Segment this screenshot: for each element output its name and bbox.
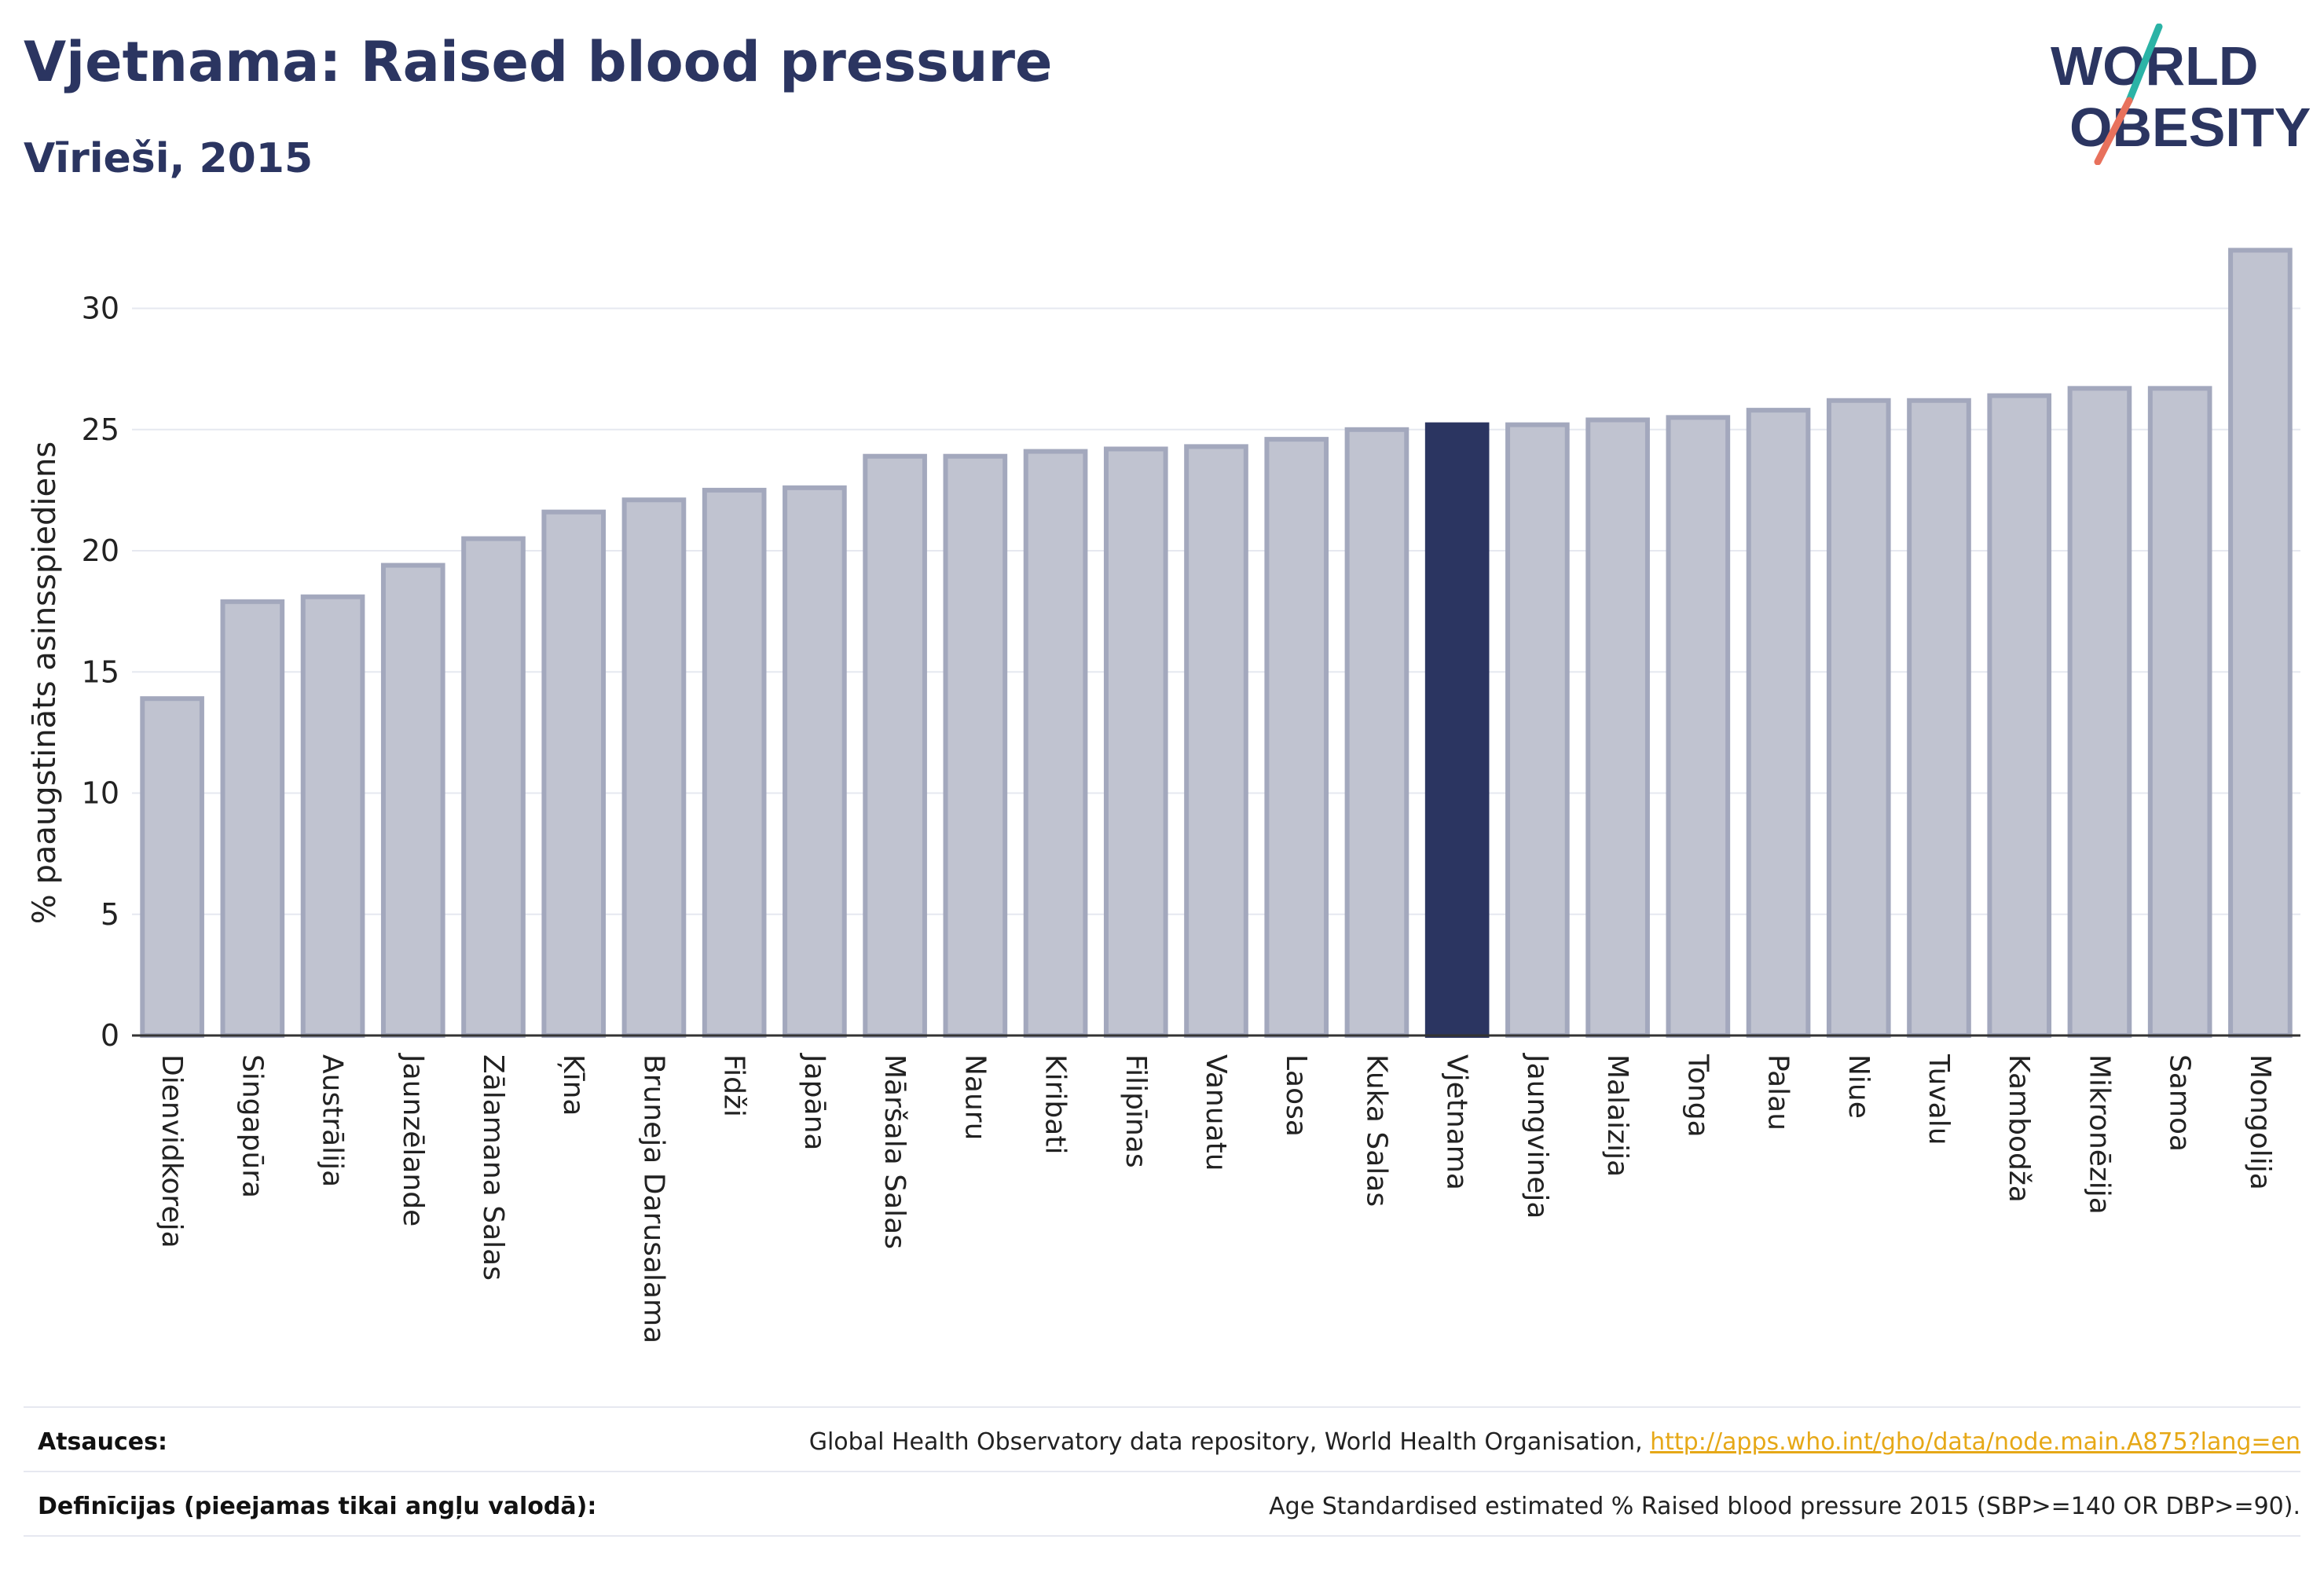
x-tick-label: Māršala Salas xyxy=(878,1054,911,1249)
x-tick-label: Palau xyxy=(1762,1054,1794,1131)
bar-8 xyxy=(783,485,847,1038)
bar-12 xyxy=(1103,446,1168,1038)
bar-16 xyxy=(1424,422,1490,1038)
bar-13 xyxy=(1184,444,1248,1038)
sources-value: Global Health Observatory data repositor… xyxy=(809,1428,2300,1456)
logo-slash-top xyxy=(2125,24,2163,104)
x-tick-label: Mikronēzija xyxy=(2083,1054,2115,1215)
bar-3 xyxy=(380,563,445,1038)
x-tick-label: Malaizija xyxy=(1601,1054,1633,1177)
x-tick-label: Tuvalu xyxy=(1923,1054,1955,1145)
x-tick-label: Kuka Salas xyxy=(1360,1054,1392,1207)
y-tick-label: 15 xyxy=(82,654,119,689)
bar-9 xyxy=(863,453,927,1038)
bar-2 xyxy=(300,594,365,1038)
x-tick-label: Jaungvineja xyxy=(1521,1053,1553,1219)
logo-slash-bottom xyxy=(2094,97,2133,165)
footer-divider-middle xyxy=(24,1471,2300,1472)
definitions-label: Definīcijas (pieejamas tikai angļu valod… xyxy=(38,1493,597,1520)
world-obesity-logo: WORLD OBESITY xyxy=(2051,24,2310,165)
footer-divider-bottom xyxy=(24,1535,2300,1537)
footer-divider-top xyxy=(24,1406,2300,1408)
x-tick-label: Kambodža xyxy=(2003,1054,2035,1203)
bar-26 xyxy=(2228,247,2293,1038)
chart-title: Vjetnama: Raised blood pressure xyxy=(24,30,1053,94)
x-tick-label: Kiribati xyxy=(1039,1054,1072,1154)
definitions-text: Age Standardised estimated % Raised bloo… xyxy=(1269,1493,2300,1520)
x-tick-label: Austrālija xyxy=(317,1054,349,1187)
bar-chart: 0 5 10 15 20 25 30 % paaugstināts asinsspiedien… xyxy=(27,247,2300,1343)
bar-6 xyxy=(621,497,687,1038)
bar-11 xyxy=(1023,449,1088,1038)
bar-22 xyxy=(1907,398,1971,1038)
sources-text: Global Health Observatory data repositor… xyxy=(808,1428,1651,1456)
y-tick-label: 30 xyxy=(82,291,119,326)
bar-24 xyxy=(2067,386,2132,1038)
bar-23 xyxy=(1987,393,2052,1039)
x-tick-label: Singapūra xyxy=(236,1054,268,1198)
x-tick-label: Jaunzēlande xyxy=(397,1053,429,1226)
x-tick-label: Japāna xyxy=(798,1053,830,1150)
y-axis-label: % paaugstināts asinsspiediens xyxy=(27,442,63,925)
x-tick-label: Ķīna xyxy=(557,1054,589,1116)
x-tick-label: Fidži xyxy=(718,1054,750,1117)
chart-subtitle: Vīrieši, 2015 xyxy=(24,135,313,182)
bar-17 xyxy=(1505,422,1570,1038)
bar-1 xyxy=(220,599,285,1038)
bar-21 xyxy=(1826,398,1891,1038)
x-tick-label: Laosa xyxy=(1280,1054,1312,1137)
bar-7 xyxy=(702,487,767,1038)
sources-link[interactable]: http://apps.who.int/gho/data/node.main.A… xyxy=(1650,1428,2300,1456)
bar-5 xyxy=(541,509,607,1038)
x-tick-label: Dienvidkoreja xyxy=(156,1054,188,1248)
bar-14 xyxy=(1264,437,1329,1038)
x-tick-label: Samoa xyxy=(2164,1054,2196,1152)
logo-line2: OBESITY xyxy=(2069,97,2310,158)
bar-0 xyxy=(140,696,204,1038)
x-tick-label: Vjetnama xyxy=(1441,1054,1473,1190)
x-tick-label: Bruneja Darusalama xyxy=(637,1054,669,1343)
y-tick-label: 25 xyxy=(82,412,119,447)
y-tick-label: 20 xyxy=(82,533,119,568)
x-tick-label: Filipīnas xyxy=(1120,1054,1152,1168)
y-tick-label: 0 xyxy=(101,1018,119,1053)
bar-20 xyxy=(1746,408,1811,1038)
x-tick-label: Vanuatu xyxy=(1200,1054,1232,1171)
bar-18 xyxy=(1585,417,1650,1038)
x-tick-label: Tonga xyxy=(1681,1054,1714,1138)
y-tick-label: 10 xyxy=(82,776,119,811)
y-tick-label: 5 xyxy=(101,897,119,932)
x-tick-label: Nauru xyxy=(959,1054,991,1140)
bar-25 xyxy=(2147,386,2212,1038)
x-tick-label: Zālamana Salas xyxy=(477,1054,509,1281)
x-tick-label: Niue xyxy=(1842,1054,1875,1119)
bar-19 xyxy=(1666,415,1731,1038)
x-tick-label: Mongolija xyxy=(2244,1054,2276,1190)
sources-label: Atsauces: xyxy=(38,1428,167,1456)
bar-15 xyxy=(1344,427,1409,1038)
bar-10 xyxy=(943,453,1008,1038)
bar-4 xyxy=(461,536,526,1038)
